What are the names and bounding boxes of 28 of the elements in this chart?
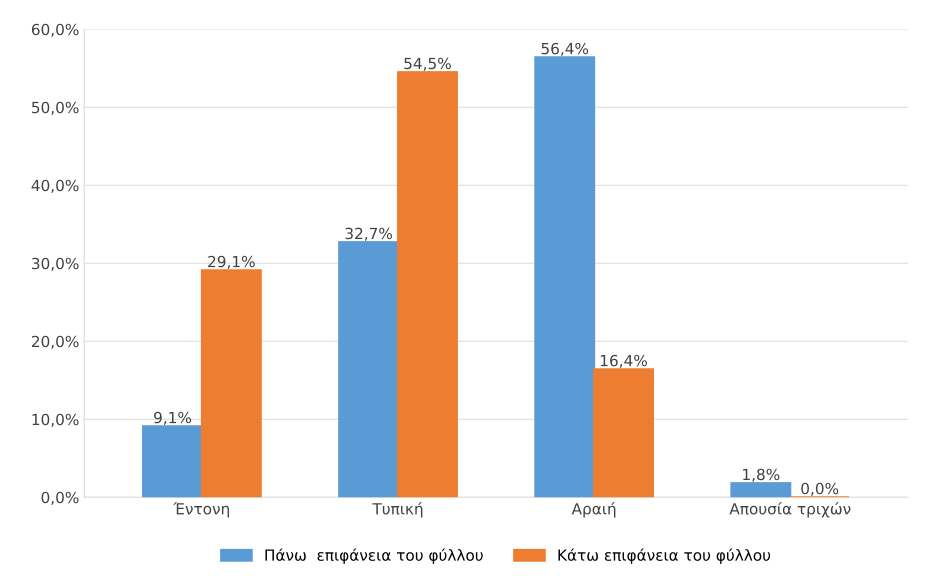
- y-tick-label: 10,0%: [32, 414, 79, 427]
- bar: [200, 269, 262, 498]
- x-tick-label: Έντονη: [173, 502, 229, 518]
- data-label: 32,7%: [346, 228, 392, 241]
- bar: [593, 368, 654, 498]
- y-tick-label: 40,0%: [32, 180, 79, 193]
- y-tick-label: 0,0%: [42, 492, 79, 505]
- y-tick-label: 60,0%: [32, 24, 79, 37]
- bar: [730, 482, 792, 498]
- data-label: 9,1%: [154, 412, 192, 425]
- data-label: 1,8%: [743, 468, 780, 482]
- legend-label: Κάτω επιφάνεια του φύλλου: [558, 548, 770, 564]
- y-tick-label: 50,0%: [32, 102, 79, 115]
- y-tick-label: 20,0%: [32, 336, 79, 349]
- data-label: 0,0%: [801, 482, 838, 496]
- data-label: 16,4%: [600, 354, 647, 368]
- bar: [338, 241, 400, 498]
- data-label: 56,4%: [542, 42, 588, 56]
- bar: [142, 425, 203, 498]
- legend-label: Πάνω επιφάνεια του φύλλου: [265, 548, 483, 564]
- y-tick-label: 30,0%: [32, 258, 79, 271]
- x-tick-label: Αραιή: [572, 502, 616, 518]
- bar: [396, 71, 458, 498]
- bar: [534, 56, 596, 498]
- data-label: 29,1%: [208, 256, 255, 269]
- x-tick-label: Απουσία τριχών: [729, 502, 850, 518]
- data-label: 54,5%: [404, 58, 451, 71]
- x-tick-label: Τυπική: [372, 502, 422, 518]
